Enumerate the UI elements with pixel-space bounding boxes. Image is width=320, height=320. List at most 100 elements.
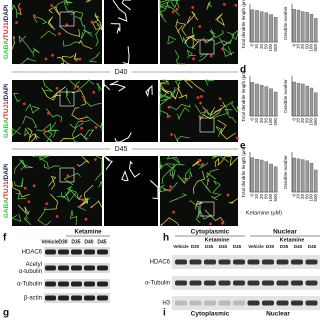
x-tick-label: 500 [273, 44, 278, 52]
neurite [184, 34, 198, 45]
neurite [173, 134, 191, 143]
x-tick-label: 100 [268, 44, 273, 52]
neurite [94, 15, 103, 31]
nucleus [169, 185, 173, 189]
nucleus [199, 101, 202, 105]
neurite [210, 193, 222, 201]
neurite [20, 57, 37, 65]
x-tick-label: 100 [309, 44, 314, 52]
blot-band [84, 249, 95, 255]
neurite [189, 200, 200, 218]
stain-part: GABA [3, 199, 10, 218]
panel-letter: h [163, 233, 169, 244]
nucleus [65, 23, 69, 26]
bar [309, 14, 314, 43]
neurite [204, 79, 215, 86]
group-label: Ketamine [280, 237, 305, 243]
blot-band [58, 281, 69, 287]
neurite [58, 25, 81, 37]
stain-part: /TUJ1 [3, 101, 10, 119]
neurite [149, 179, 159, 200]
nucleus [197, 159, 201, 162]
nucleus [82, 95, 85, 99]
neurite [18, 204, 30, 215]
inset-box [199, 117, 215, 133]
neurite [177, 168, 191, 184]
blot-band [175, 259, 187, 265]
bar [314, 169, 318, 193]
neurite [95, 82, 103, 92]
nucleus [206, 178, 210, 182]
neurite [44, 163, 61, 169]
neurite [37, 207, 52, 227]
micrograph [12, 80, 102, 142]
neurite [63, 0, 73, 12]
neurite [161, 168, 175, 185]
blot-band [189, 280, 202, 286]
bar [314, 18, 318, 43]
neurite [83, 184, 94, 204]
neurite [84, 129, 95, 140]
neurite [169, 193, 188, 203]
neurite [159, 163, 176, 179]
bar [305, 160, 309, 193]
neurite [202, 107, 223, 120]
neurite [206, 168, 219, 180]
neurite [183, 79, 205, 92]
blot-band [233, 300, 245, 306]
blot-band [189, 259, 202, 265]
blot-band [218, 300, 231, 306]
neurite [36, 123, 59, 132]
x-tick-label: 10 [254, 44, 259, 50]
neurite [11, 213, 22, 222]
x-tick-label: 50 [304, 44, 309, 50]
blot-strip [172, 276, 320, 290]
neurite [48, 6, 60, 16]
neurite [66, 185, 77, 200]
neurite [11, 36, 16, 50]
fraction-label: Cytoplasmic [191, 311, 230, 318]
blot-band [291, 280, 303, 286]
neurite [176, 21, 187, 37]
micrograph [104, 0, 158, 64]
axis [249, 76, 278, 117]
neurite [192, 158, 202, 167]
neurite [78, 194, 89, 207]
x-tick-label: 0 [250, 118, 255, 121]
neurite [159, 80, 169, 93]
blot-band [291, 300, 303, 306]
neurite [48, 175, 57, 190]
panel-letter: i [163, 308, 166, 319]
lane-label: D35 [205, 244, 214, 249]
nucleus [226, 193, 230, 197]
neurite [121, 170, 129, 182]
blot-band [189, 300, 202, 306]
neurite [90, 200, 103, 209]
neurite [213, 105, 229, 120]
x-tick-label: 0 [291, 44, 296, 47]
stain-part: /DAPI [3, 164, 10, 182]
panel-letter: d [240, 65, 246, 76]
blot-band [204, 280, 216, 286]
bar [269, 163, 273, 193]
neurite [60, 55, 74, 65]
bar [309, 87, 314, 117]
neurite [195, 162, 209, 169]
x-tick-label: 20 [259, 194, 264, 200]
nucleus [196, 96, 200, 99]
nucleus [18, 7, 22, 11]
row-label: HDAC6 [22, 250, 43, 256]
bar [296, 83, 301, 117]
blot-band [218, 259, 231, 265]
y-axis-label: Total dendrite length (μm) [241, 70, 246, 122]
micrograph [160, 156, 238, 226]
neurite [83, 99, 102, 107]
neurite [32, 155, 49, 161]
blot-band [204, 259, 216, 265]
nucleus [66, 174, 70, 178]
blot-band [97, 281, 108, 287]
x-tick-label: 0 [250, 44, 255, 47]
bar [301, 159, 305, 193]
neurite [46, 108, 63, 122]
